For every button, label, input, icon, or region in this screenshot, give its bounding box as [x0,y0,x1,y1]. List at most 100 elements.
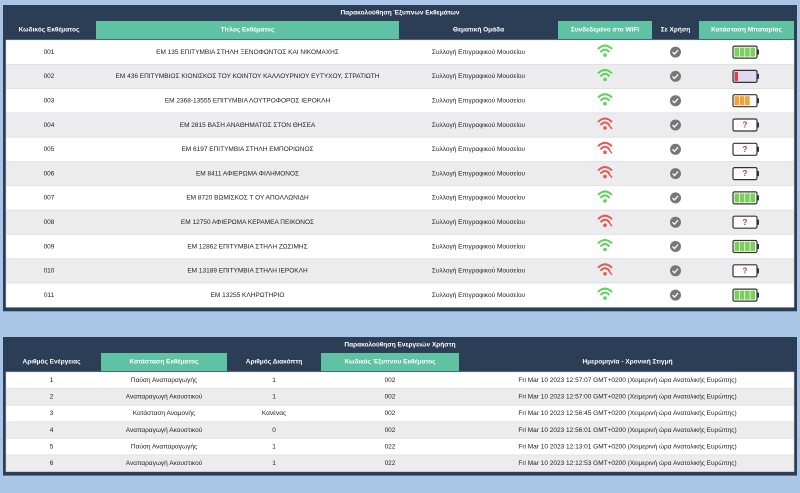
cell: 001 [44,49,55,56]
column-header: Αριθμός Ενέργειας [23,359,82,366]
battery-cell [734,71,738,81]
battery-tip [757,292,759,298]
battery-tip [757,146,759,152]
cell: ΕΜ 2815 ΒΑΣΗ ΑΝΑΘΗΜΑΤΟΣ ΣΤΟΝ ΘΗΣΕΑ [180,122,316,129]
battery-cell [734,47,740,57]
cell: Παύση Αναπαραγωγής [131,442,197,450]
cell: Συλλογή Επιγραφικού Μουσείου [432,96,526,104]
wifi-slash [607,147,613,154]
row [5,209,795,235]
cell: 0 [272,427,276,434]
cell: ΕΜ 2368-13555 ΕΠΙΤΥΜΒΙΑ ΛΟΥΤΡΟΦΟΡΟΣ ΙΕΡΟ… [165,97,331,104]
wifi-arc [597,166,613,172]
table-title: Παρακολούθηση Έξυπνων Εκθεμάτων [340,9,459,17]
row [5,64,795,89]
cell: Αναπαραγωγή Ακουστικού [126,459,203,467]
battery-tip [757,195,759,201]
cell: Fri Mar 10 2023 12:57:00 GMT+0200 (Χειμε… [518,393,736,401]
column-header: Συνδεδεμένο στο WiFi [571,27,639,34]
column-header: Τίτλος Εκθέματος [221,26,275,34]
wifi-slash [607,123,613,130]
cell: ΕΜ 13255 ΚΛΗΡΩΤΗΡΙΟ [211,292,285,299]
wifi-arc [597,190,613,196]
wifi-dot [603,126,607,130]
column-header-bg [699,21,794,39]
cell: Συλλογή Επιγραφικού Μουσείου [432,267,526,275]
battery-tip [757,219,759,225]
cell: ΕΜ 6197 ΕΠΙΤΥΜΒΙΑ ΣΤΗΛΗ ΕΜΠΟΡΙΩΝΟΣ [181,146,313,153]
row [5,282,795,308]
battery-unknown: ? [743,121,748,130]
column-header-bg [558,21,652,39]
battery-cell [750,290,755,300]
battery-tip [757,171,759,177]
cell: Συλλογή Επιγραφικού Μουσείου [432,121,526,129]
battery-unknown: ? [743,266,748,275]
cell: 4 [50,427,54,434]
wifi-arc [597,214,613,220]
cell: 3 [50,410,54,417]
wifi-arc [597,287,613,293]
cell: 006 [44,170,55,177]
cell: 011 [44,292,55,299]
battery-tip [757,49,759,55]
wifi-arc [599,243,611,248]
cell: Fri Mar 10 2023 12:13:01 GMT+0200 (Χειμε… [518,442,736,450]
wifi-icon [597,214,613,227]
wifi-slash [607,269,613,276]
wifi-arc [597,117,613,123]
cell: 022 [385,460,396,467]
battery-cell [745,96,750,106]
wifi-arc [599,72,611,78]
cell: Fri Mar 10 2023 12:56:01 GMT+0200 (Χειμε… [518,426,736,434]
row [5,39,795,65]
cell: 002 [385,410,396,417]
wifi-icon [597,117,613,130]
cell: 005 [44,146,55,153]
wifi-slash [607,220,613,227]
cell: 5 [50,443,54,450]
wifi-dot [603,150,607,155]
wifi-dot [603,223,607,227]
wifi-dot [603,296,607,300]
battery-cell [739,193,745,203]
wifi-arc [599,291,611,296]
battery-unknown: ? [743,218,748,227]
wifi-arc [597,68,613,75]
wifi-arc [599,194,611,199]
column-header-bg [321,353,459,371]
column-header: Κωδικός Έξυπνου Εκθέματος [344,359,436,366]
check [672,219,679,226]
cell: 002 [385,394,396,401]
wifi-icon [597,141,613,155]
check [672,73,679,80]
column-header-bg [96,21,399,39]
check [672,49,679,56]
row [5,258,795,284]
row [5,88,795,114]
cell: 003 [44,97,55,104]
column-header: Αριθμός Διακόπτη [246,359,302,366]
wifi-arc [599,48,611,53]
battery-cell [745,242,750,251]
wifi-arc [597,93,613,99]
wifi-icon [597,287,613,300]
cell: Παύση Αναπαραγωγής [131,376,197,384]
wifi-icon [597,239,613,252]
cell: Fri Mar 10 2023 12:57:07 GMT+0200 (Χειμε… [518,376,736,384]
cell: 004 [44,122,55,129]
cell: Fri Mar 10 2023 12:56:45 GMT+0200 (Χειμε… [518,409,736,417]
wifi-dot [603,174,607,179]
battery-unknown: ? [743,169,748,178]
wifi-dot [603,101,607,106]
cell: 009 [44,243,55,250]
battery-tip [757,268,759,274]
battery-cell [739,96,745,106]
cell: Συλλογή Επιγραφικού Μουσείου [432,169,526,177]
cell: 022 [385,443,396,450]
battery-cell [739,47,745,57]
cell: 1 [272,460,276,467]
cell: 1 [272,377,276,384]
cell: Συλλογή Επιγραφικού Μουσείου [432,194,526,202]
cell: ΕΜ 135 ΕΠΙΤΥΜΒΙΑ ΣΤΗΛΗ ΞΕΝΟΦΩΝΤΟΣ ΚΑΙ ΝΙ… [156,49,339,56]
